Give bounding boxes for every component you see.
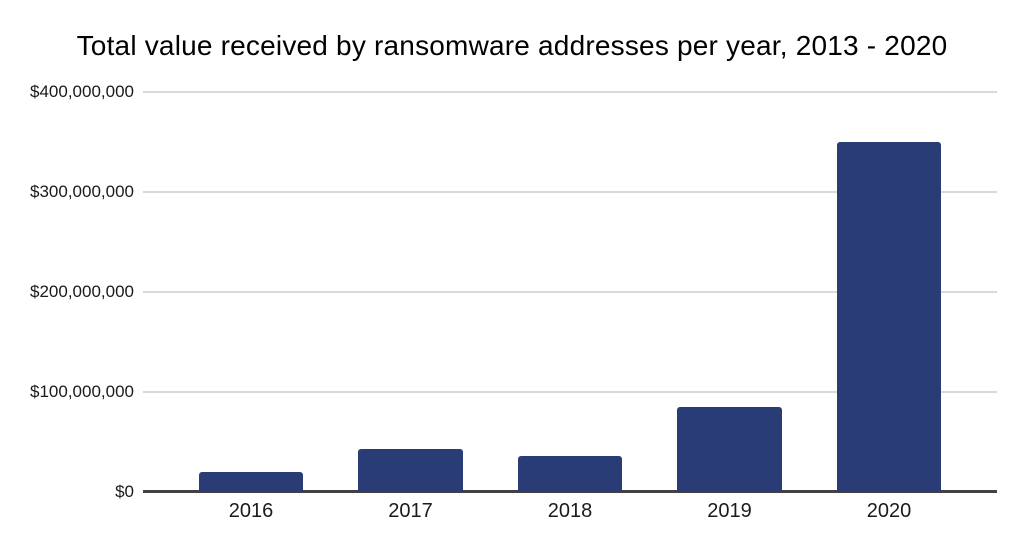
y-tick-label: $300,000,000: [30, 182, 134, 201]
bar-2020: [836, 142, 942, 492]
y-tick-label: $100,000,000: [30, 382, 134, 401]
gridline: [143, 391, 997, 393]
bar-2019: [677, 407, 782, 492]
x-tick-label-2020: 2020: [866, 500, 912, 522]
x-tick-label-2018: 2018: [547, 500, 593, 522]
x-tick-label-2017: 2017: [388, 500, 433, 522]
y-tick-label: $200,000,000: [30, 282, 134, 301]
x-axis-labels: 2016 2017 2018 2019 2020: [143, 499, 997, 525]
chart-title: Total value received by ransomware addre…: [76, 30, 948, 61]
y-tick-label: $400,000,000: [30, 82, 134, 101]
x-tick-label-2019: 2019: [707, 500, 752, 522]
plot-area: [143, 91, 997, 493]
gridline: [143, 91, 997, 93]
y-axis-labels: $0 $100,000,000 $200,000,000 $300,000,000 $4…: [0, 82, 134, 501]
bar-2016: [198, 472, 304, 492]
gridline: [143, 191, 997, 193]
x-tick-label-2016: 2016: [228, 500, 274, 522]
bar-2017: [358, 449, 463, 492]
y-tick-label: $0: [115, 482, 134, 501]
bar-2018: [517, 456, 623, 492]
gridline: [143, 291, 997, 293]
